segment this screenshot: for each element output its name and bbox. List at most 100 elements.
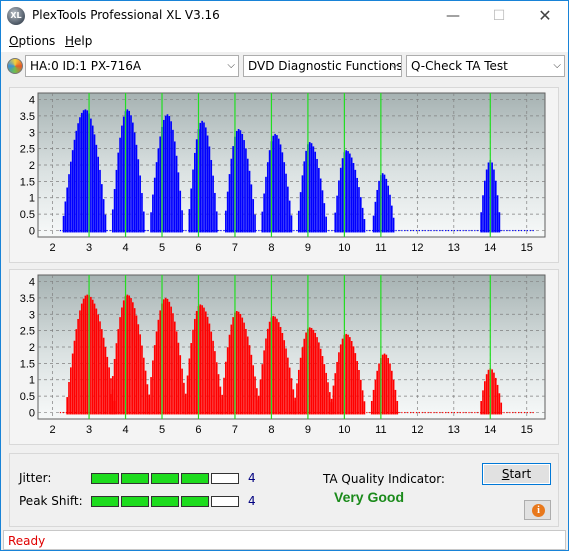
peak-shift-chart-bar: [252, 365, 255, 415]
peak-shift-chart-baseline-mark: [115, 411, 117, 414]
peak-shift-chart-bar: [308, 327, 311, 415]
jitter-chart-bar: [243, 140, 245, 233]
jitter-chart-bar: [181, 210, 183, 233]
peak-shift-chart-baseline-mark: [249, 411, 251, 414]
peak-shift-chart-bar: [328, 392, 331, 415]
jitter-chart-bar: [372, 215, 375, 233]
jitter-chart-bar: [166, 114, 169, 233]
jitter-chart-bar: [263, 193, 265, 233]
peak-shift-chart-bar: [215, 362, 218, 415]
jitter-chart-bar: [194, 152, 196, 233]
jitter-chart-bar: [91, 125, 94, 233]
peak-shift-chart-baseline-mark: [398, 411, 400, 414]
jitter-chart-baseline-mark: [138, 229, 140, 232]
peak-shift-chart-baseline-mark: [421, 411, 423, 414]
jitter-chart-baseline-mark: [302, 229, 304, 232]
jitter-chart-bar: [230, 158, 233, 233]
jitter-chart-baseline-mark: [500, 229, 502, 232]
peak-shift-chart-baseline-mark: [392, 411, 394, 414]
peak-shift-chart-bar: [226, 347, 229, 415]
jitter-chart-baseline-mark: [372, 229, 374, 232]
chevron-down-icon: ⌵: [227, 60, 235, 71]
peak-shift-chart-bar: [297, 369, 300, 415]
peak-shift-chart-baseline-mark: [328, 411, 330, 414]
jitter-chart-baseline-mark: [459, 229, 461, 232]
function-select[interactable]: DVD Diagnostic Functions ⌵: [243, 55, 402, 77]
jitter-chart-baseline-mark: [284, 229, 286, 232]
jitter-chart-bar: [318, 167, 320, 233]
jitter-chart-baseline-mark: [494, 229, 496, 232]
jitter-chart-baseline-mark: [342, 229, 345, 232]
jitter-chart-bar: [122, 116, 125, 233]
peak-shift-chart-bar: [263, 350, 265, 415]
peak-shift-meter: [91, 496, 241, 507]
start-button[interactable]: Start: [482, 463, 551, 485]
jitter-chart-baseline-mark: [112, 229, 114, 232]
peak-shift-chart-bar: [248, 345, 251, 415]
jitter-chart-bar: [277, 138, 280, 233]
peak-shift-chart-bar: [319, 348, 322, 415]
jitter-chart-baseline-mark: [474, 229, 476, 232]
jitter-chart-bar: [163, 119, 165, 233]
close-button[interactable]: ✕: [538, 6, 552, 25]
peak-shift-chart-baseline-mark: [284, 411, 286, 414]
peak-shift-chart-bar: [168, 301, 171, 415]
jitter-chart-y-tick-label: 2.5: [20, 144, 35, 156]
info-button[interactable]: i: [524, 500, 551, 520]
jitter-chart-bar: [130, 115, 132, 233]
test-select[interactable]: Q-Check TA Test ⌵: [406, 55, 565, 77]
menu-options[interactable]: Options: [9, 34, 55, 48]
menu-help[interactable]: Help: [65, 34, 92, 48]
jitter-chart-bar: [356, 177, 358, 233]
peak-shift-chart-baseline-mark: [229, 411, 231, 414]
maximize-button[interactable]: ☐: [492, 8, 506, 24]
peak-shift-chart-baseline-mark: [465, 411, 467, 414]
jitter-chart-bar: [352, 163, 355, 233]
jitter-chart-baseline-mark: [392, 229, 394, 232]
jitter-chart-panel: 0 0.5 1 1.5 2 2.5 3 3.5 4 2 3 4 5 6 7 8 9 10 11 12 13 14 15: [9, 87, 559, 263]
peak-shift-chart-baseline-mark: [439, 411, 441, 414]
peak-shift-chart-baseline-mark: [220, 411, 222, 414]
peak-shift-chart-baseline-mark: [351, 411, 353, 414]
peak-shift-chart-baseline-mark: [334, 411, 336, 414]
jitter-chart-baseline-mark: [503, 229, 505, 232]
peak-shift-meter-segment: [121, 496, 149, 507]
peak-shift-chart-bar: [316, 337, 318, 415]
minimize-button[interactable]: —: [446, 8, 460, 24]
jitter-chart-bar: [378, 180, 380, 233]
jitter-chart-bar: [494, 180, 497, 233]
peak-shift-chart-bar: [153, 345, 156, 415]
jitter-chart-baseline-mark: [310, 229, 313, 232]
peak-shift-value: 4: [248, 494, 256, 508]
peak-shift-chart-baseline-mark: [386, 411, 388, 414]
peak-shift-chart-bar: [188, 358, 191, 415]
jitter-chart-bar: [276, 135, 278, 233]
peak-shift-chart-y-tick-label: 0.5: [20, 391, 35, 403]
jitter-chart-bar: [314, 151, 317, 233]
jitter-chart-bar: [195, 139, 198, 233]
jitter-chart-baseline-mark: [71, 229, 73, 232]
jitter-chart-bar: [487, 162, 490, 233]
jitter-chart-baseline-mark: [147, 229, 149, 232]
jitter-chart-baseline-mark: [439, 229, 441, 232]
peak-shift-chart-bar: [347, 334, 349, 415]
peak-shift-chart-bar: [288, 367, 291, 415]
peak-shift-chart-bar: [73, 340, 76, 415]
jitter-chart-baseline-mark: [214, 229, 216, 232]
jitter-chart-bar: [79, 117, 81, 233]
jitter-chart-bar: [358, 187, 360, 233]
jitter-chart-baseline-mark: [427, 229, 429, 232]
jitter-chart-baseline-mark: [121, 229, 123, 232]
drive-select[interactable]: HA:0 ID:1 PX-716A ⌵: [25, 55, 239, 77]
peak-shift-chart-bar: [214, 351, 216, 415]
peak-shift-chart-y-tick-label: 2: [29, 342, 35, 354]
jitter-chart-baseline-mark: [480, 229, 482, 232]
jitter-meter-segment: [181, 473, 209, 484]
jitter-chart-baseline-mark: [351, 229, 353, 232]
jitter-chart-bar: [480, 212, 482, 233]
peak-shift-chart-bar: [485, 374, 488, 415]
peak-shift-chart-baseline-mark: [100, 411, 102, 414]
peak-shift-chart-baseline-mark: [208, 411, 210, 414]
jitter-chart-baseline-mark: [150, 229, 152, 232]
jitter-chart-baseline-mark: [304, 229, 307, 232]
